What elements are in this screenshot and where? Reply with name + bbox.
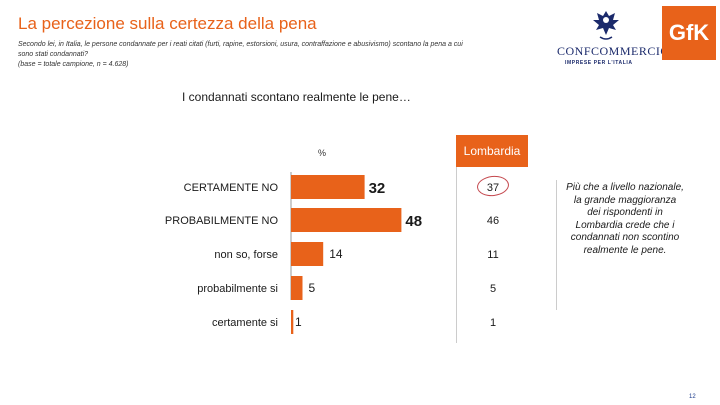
lombardia-value: 1 [490,317,496,329]
category-label: certamente si [212,317,278,329]
bar [291,208,402,232]
lombardia-divider [456,167,457,343]
question-text: Secondo lei, in Italia, le persone conda… [18,40,518,70]
confcommercio-wordmark: CONFCOMMERCIO [557,44,670,58]
gfk-logo: GfK [662,6,716,60]
bar [291,310,294,334]
bar-value-label: 14 [329,247,343,261]
page-title: La percezione sulla certezza della pena [18,14,317,33]
bar [291,242,324,266]
bar [291,276,303,300]
note-text: Più che a livello nazionale, la grande m… [566,182,684,256]
bar-value-label: 32 [369,180,386,197]
lombardia-value: 11 [487,249,498,261]
question-line-1: Secondo lei, in Italia, le persone conda… [18,41,463,48]
bar [291,175,365,199]
bar-value-label: 1 [295,315,302,329]
category-label: PROBABILMENTE NO [165,215,279,227]
page-number: 12 [689,394,696,400]
lombardia-value: 5 [490,283,496,295]
category-label: CERTAMENTE NO [184,182,279,194]
question-line-2: sono stati condannati? [18,51,89,58]
lombardia-header: Lombardia [456,135,528,167]
base-note: (base = totale campione, n = 4.628) [18,61,129,68]
confcommercio-tagline: IMPRESE PER L'ITALIA [565,60,633,66]
note-divider [556,180,557,310]
category-label: non so, forse [214,249,278,261]
bar-value-label: 48 [405,213,422,230]
eagle-icon [593,11,619,40]
lombardia-value: 37 [487,182,499,194]
category-label: probabilmente si [197,283,278,295]
chart-subtitle: I condannati scontano realmente le pene… [182,90,411,104]
percent-label: % [318,148,327,158]
confcommercio-logo: CONFCOMMERCIO IMPRESE PER L'ITALIA [555,8,669,72]
bar-value-label: 5 [309,281,316,295]
lombardia-value: 46 [487,215,499,227]
